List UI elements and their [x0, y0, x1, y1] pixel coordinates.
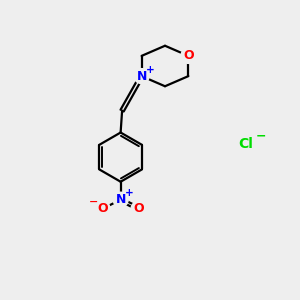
Text: O: O	[133, 202, 144, 215]
Text: Cl: Cl	[238, 137, 253, 151]
Text: +: +	[124, 188, 134, 198]
Circle shape	[134, 69, 149, 84]
Text: +: +	[146, 64, 154, 74]
Circle shape	[95, 201, 110, 216]
Circle shape	[181, 48, 196, 63]
Text: O: O	[183, 50, 194, 62]
Text: O: O	[97, 202, 108, 215]
Circle shape	[113, 192, 128, 207]
Text: N: N	[116, 193, 126, 206]
Circle shape	[131, 201, 146, 216]
Text: −: −	[89, 197, 98, 207]
Text: −: −	[256, 130, 266, 143]
Text: N: N	[136, 70, 147, 83]
